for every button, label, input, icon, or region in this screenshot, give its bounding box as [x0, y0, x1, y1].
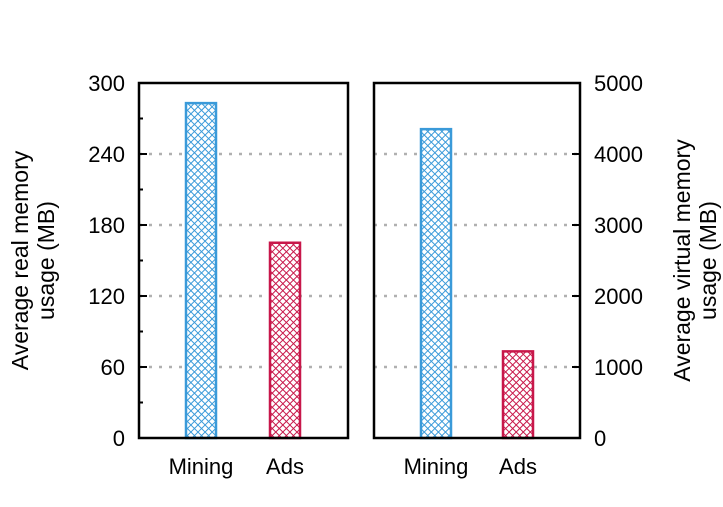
virtual-bar-mining [419, 127, 453, 440]
virtual-y-tick-label: 4000 [594, 142, 643, 167]
virtual-plot-frame [372, 81, 582, 440]
real-bar-mining [184, 101, 218, 440]
virtual-bar-ads [501, 350, 535, 440]
virtual-y-tick-label: 0 [594, 426, 606, 451]
real-x-tick-label: Mining [169, 454, 234, 479]
real-y-tick-label: 300 [88, 71, 125, 96]
real-y-tick-label: 180 [88, 213, 125, 238]
virtual-y-tick-label: 1000 [594, 355, 643, 380]
virtual-x-tick-label: Mining [404, 454, 469, 479]
real-plot-frame [137, 81, 350, 440]
virtual-y-tick-label: 5000 [594, 71, 643, 96]
real-y-tick-label: 0 [113, 426, 125, 451]
real-y-tick-label: 60 [101, 355, 125, 380]
real-memory-panel: 0 60 120 180 240 300 Mining Ads Average real mem… [7, 71, 350, 479]
virtual-y-tick-label: 3000 [594, 213, 643, 238]
virtual-y-axis-title: Average virtual memoryusage (MB) [669, 139, 721, 382]
real-y-tick-label: 120 [88, 284, 125, 309]
virtual-x-tick-label: Ads [499, 454, 537, 479]
real-y-tick-label: 240 [88, 142, 125, 167]
real-x-tick-label: Ads [266, 454, 304, 479]
virtual-memory-panel: 0 1000 2000 3000 4000 5000 Mining Ads Average vi… [372, 71, 721, 479]
real-bar-ads [268, 241, 302, 440]
real-y-axis-title: Average real memoryusage (MB) [7, 150, 59, 370]
virtual-y-tick-label: 2000 [594, 284, 643, 309]
